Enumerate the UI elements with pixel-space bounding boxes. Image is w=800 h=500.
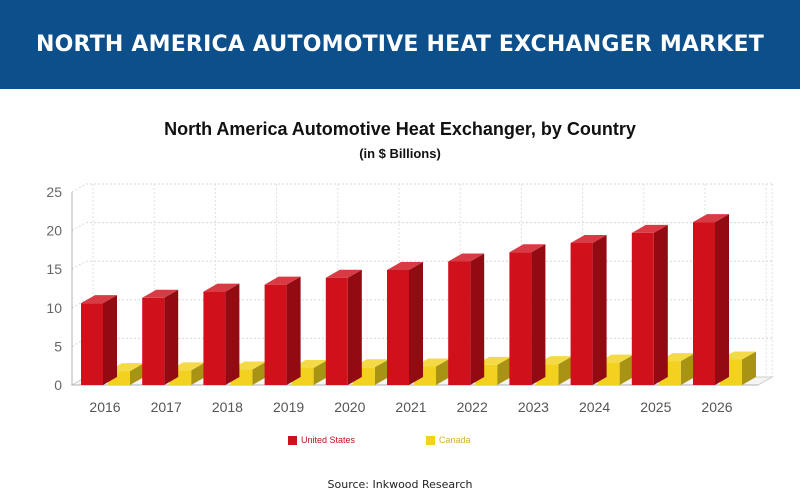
y-tick-label: 25	[46, 184, 62, 200]
bar-united-states-2022	[448, 253, 485, 385]
legend-item-united-states: United States	[288, 435, 355, 445]
bar-united-states-2016-side	[103, 295, 117, 385]
bar-united-states-2024-front	[570, 242, 593, 385]
legend-swatch-canada	[426, 435, 435, 445]
bar-united-states-2023-top	[509, 244, 546, 253]
y-tick-label: 20	[46, 223, 62, 239]
legend-label-canada: Canada	[439, 435, 471, 445]
bar-canada-2021	[414, 358, 450, 385]
bar-united-states-2022-front	[448, 261, 471, 385]
bar-united-states-2020	[325, 269, 362, 385]
bar-united-states-2026-side	[715, 214, 729, 385]
bar-canada-2017-side	[191, 362, 206, 385]
y-tick-label: 10	[46, 300, 62, 316]
bar-united-states-2026	[693, 214, 729, 385]
bar-united-states-2017-top	[142, 289, 179, 298]
legend-swatch-united-states	[288, 435, 297, 445]
gridline-side	[71, 222, 87, 232]
x-tick-label: 2023	[518, 399, 549, 415]
bar-united-states-2020-front	[325, 277, 348, 385]
bar-united-states-2023	[509, 244, 546, 385]
gridline-side	[71, 260, 87, 270]
bar-canada-2019-side	[313, 360, 328, 385]
bar-united-states-2024-top	[570, 234, 607, 243]
x-tick-label: 2016	[89, 399, 120, 415]
banner-title: NORTH AMERICA AUTOMOTIVE HEAT EXCHANGER …	[36, 32, 764, 57]
bar-united-states-2017	[142, 289, 179, 385]
y-tick-label: 5	[54, 338, 62, 354]
source-note: Source: Inkwood Research	[327, 478, 473, 491]
bar-canada-2023-side	[558, 356, 573, 385]
bar-canada-2025-side	[680, 353, 695, 385]
gridline-side	[71, 299, 87, 309]
chart-title: North America Automotive Heat Exchanger,…	[164, 119, 636, 139]
bar-united-states-2016-front	[81, 303, 103, 385]
bar-canada-2022-side	[497, 356, 512, 385]
x-tick-label: 2022	[457, 399, 488, 415]
bar-united-states-2017-front	[142, 297, 165, 385]
bar-united-states-2021-top	[387, 261, 423, 270]
bar-united-states-2018-top	[203, 283, 240, 292]
x-tick-label: 2026	[701, 399, 732, 415]
bar-united-states-2020-top	[325, 269, 362, 278]
bar-united-states-2021	[387, 261, 423, 385]
x-tick-label: 2021	[395, 399, 426, 415]
x-tick-label: 2019	[273, 399, 304, 415]
bar-united-states-2019-side	[286, 276, 301, 385]
bar-united-states-2018-front	[203, 291, 226, 385]
bar-united-states-2017-side	[164, 289, 179, 385]
bar-united-states-2025-top	[631, 224, 668, 233]
legend-item-canada: Canada	[426, 435, 471, 445]
bar-canada-2020-side	[374, 359, 389, 385]
bar-united-states-2024-side	[592, 234, 607, 385]
bar-united-states-2023-front	[509, 252, 532, 385]
y-tick-label: 15	[46, 261, 62, 277]
bar-united-states-2026-front	[693, 222, 715, 385]
bar-united-states-2022-top	[448, 253, 485, 262]
y-tick-label: 0	[54, 377, 62, 393]
bar-canada-2018-side	[252, 361, 267, 385]
bar-canada-2024-side	[619, 354, 634, 385]
x-tick-label: 2025	[640, 399, 671, 415]
bar-canada-2016-side	[130, 363, 144, 385]
bar-united-states-2019-top	[264, 276, 301, 285]
bar-united-states-2018-side	[225, 283, 240, 385]
bar-united-states-2026-top	[693, 214, 729, 223]
legend-label-united-states: United States	[301, 435, 356, 445]
x-tick-label: 2017	[151, 399, 182, 415]
x-tick-label: 2024	[579, 399, 610, 415]
header-banner: NORTH AMERICA AUTOMOTIVE HEAT EXCHANGER …	[0, 0, 800, 89]
bar-united-states-2021-front	[387, 269, 409, 385]
bar-united-states-2021-side	[409, 261, 423, 385]
bar-united-states-2020-side	[347, 269, 362, 385]
bar-united-states-2019-front	[264, 284, 287, 385]
bar-united-states-2019	[264, 276, 301, 385]
bar-united-states-2022-side	[470, 253, 485, 385]
bar-united-states-2025-front	[631, 232, 654, 385]
bar-united-states-2024	[570, 234, 607, 385]
bar-united-states-2025-side	[653, 224, 668, 385]
chart-subtitle: (in $ Billions)	[359, 146, 441, 161]
bar-united-states-2018	[203, 283, 240, 385]
gridline-side	[71, 183, 87, 193]
bar-united-states-2025	[631, 224, 668, 385]
bar-canada-2021-side	[436, 358, 450, 385]
x-tick-label: 2020	[334, 399, 365, 415]
x-tick-label: 2018	[212, 399, 243, 415]
bar-united-states-2016-top	[81, 295, 117, 304]
bar-united-states-2023-side	[531, 244, 546, 385]
bar-canada-2026-side	[742, 351, 756, 385]
bar-united-states-2016	[81, 295, 117, 385]
